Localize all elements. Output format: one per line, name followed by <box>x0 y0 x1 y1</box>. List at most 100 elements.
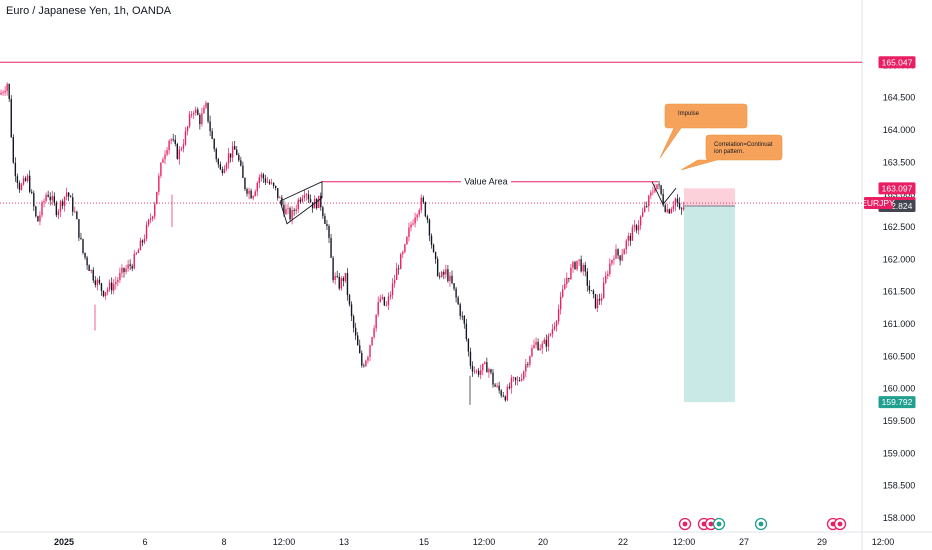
candle-body <box>72 197 74 212</box>
candle-body <box>682 207 685 210</box>
x-tick-label: 29 <box>817 537 827 547</box>
flag-pattern-drawing[interactable] <box>279 181 323 225</box>
candle-body <box>268 181 271 184</box>
candle-body <box>678 202 681 209</box>
candle-body <box>338 276 340 289</box>
candle-body <box>504 396 506 401</box>
candle-body <box>469 351 472 366</box>
impulse-callout[interactable] <box>659 103 748 159</box>
candle-body <box>340 278 342 289</box>
candle-body <box>127 264 129 269</box>
candle-body <box>502 395 504 397</box>
candle-body <box>63 196 66 206</box>
candle-body <box>564 283 566 290</box>
candle-body <box>61 201 64 206</box>
candle-body <box>35 206 37 217</box>
candle-body <box>510 377 513 389</box>
candle-body <box>443 271 445 275</box>
x-tick-label: 12:00 <box>872 537 895 547</box>
candle-body <box>623 249 625 255</box>
candle-body <box>197 109 199 115</box>
y-tick-label: 158.500 <box>883 481 916 491</box>
candle-body <box>59 201 62 212</box>
candle-body <box>607 273 609 276</box>
correlation-callout[interactable] <box>680 134 783 171</box>
candle-body <box>303 195 306 198</box>
candle-body <box>424 202 427 217</box>
candle-body <box>203 107 205 114</box>
candle-body <box>55 202 58 216</box>
candle-body <box>193 113 195 115</box>
candle-body <box>385 304 388 306</box>
candle-body <box>508 386 511 389</box>
candle-body <box>389 294 392 297</box>
candle-body <box>213 138 215 149</box>
candle-body <box>67 192 70 197</box>
candle-body <box>465 323 468 340</box>
x-tick-label: 22 <box>618 537 628 547</box>
x-tick-label: 13 <box>339 537 349 547</box>
candle-body <box>654 188 656 192</box>
candle-body <box>160 162 162 176</box>
candle-body <box>229 153 232 158</box>
event-icon-dot <box>837 521 843 527</box>
candle-body <box>637 225 640 231</box>
candle-body <box>609 263 611 274</box>
price-badge-stop-bg <box>878 182 916 195</box>
candle-body <box>486 362 488 373</box>
correlation-label: ion pattern. <box>714 149 744 155</box>
y-tick-label: 164.500 <box>883 93 916 103</box>
candle-body <box>139 240 142 251</box>
candle-body <box>137 250 140 254</box>
candle-body <box>402 252 404 255</box>
candle-body <box>605 275 607 283</box>
candle-body <box>92 269 94 281</box>
candle-body <box>461 315 463 317</box>
price-badge-ref: 162.824 <box>882 201 913 211</box>
candle-body <box>400 254 402 269</box>
candle-body <box>557 309 560 322</box>
candle-body <box>445 269 447 275</box>
candle-body <box>309 199 312 203</box>
candle-body <box>369 345 371 358</box>
candle-body <box>344 273 347 282</box>
candle-body <box>498 385 500 391</box>
candle-body <box>553 326 556 330</box>
y-tick-label: 163.000 <box>883 190 916 200</box>
x-tick-label: 27 <box>739 537 749 547</box>
candle-body <box>635 225 638 231</box>
candle-body <box>178 149 181 159</box>
candle-body <box>45 194 47 201</box>
candle-body <box>188 114 191 127</box>
stop-loss-zone[interactable] <box>684 188 735 207</box>
candle-body <box>582 264 584 272</box>
event-icon-dot <box>716 521 722 527</box>
symbol-badge: EURJPY <box>861 198 895 208</box>
candle-body <box>658 184 660 186</box>
candle-body <box>644 206 646 212</box>
candle-body <box>432 244 435 253</box>
take-profit-zone[interactable] <box>684 206 735 403</box>
impulse-drawing[interactable] <box>651 181 677 206</box>
candle-body <box>359 345 361 353</box>
candle-body <box>580 259 582 272</box>
candle-body <box>33 192 35 207</box>
candle-body <box>666 209 668 212</box>
candle-body <box>379 298 381 302</box>
candle-body <box>297 199 299 210</box>
candle-body <box>467 339 470 352</box>
candle-body <box>172 139 174 141</box>
value-area-label: Value Area <box>464 177 507 187</box>
value-area-label-bg <box>461 175 511 188</box>
candle-body <box>668 209 670 214</box>
candle-body <box>70 196 72 198</box>
candle-body <box>270 182 273 184</box>
candle-body <box>650 192 652 196</box>
candle-body <box>516 380 519 381</box>
candle-body <box>135 253 137 255</box>
y-tick-label: 160.500 <box>883 351 916 361</box>
candle-body <box>242 165 244 178</box>
candle-body <box>149 218 152 220</box>
candle-body <box>279 197 281 199</box>
